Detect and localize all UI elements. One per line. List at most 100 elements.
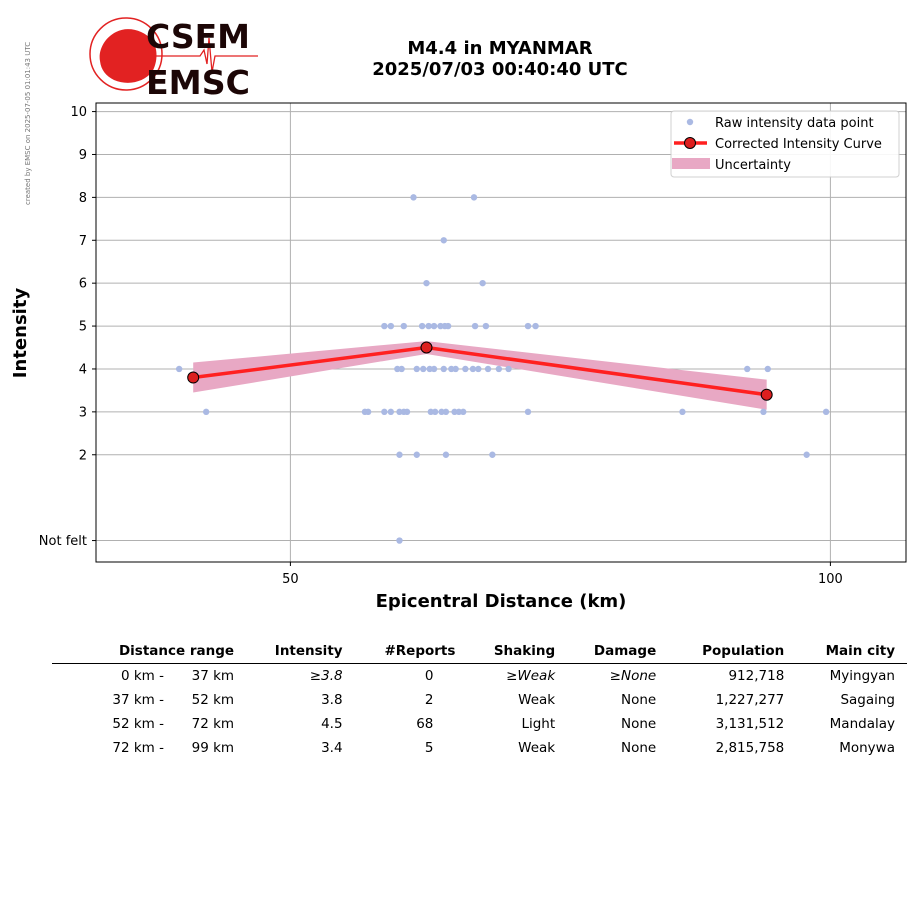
cell-damage: None xyxy=(620,692,657,708)
logo-globe-map xyxy=(99,29,157,83)
chart-title: M4.4 in MYANMAR 2025/07/03 00:40:40 UTC xyxy=(300,38,700,80)
raw-data-point xyxy=(400,322,407,330)
raw-data-point xyxy=(475,365,482,373)
raw-data-point xyxy=(803,451,810,458)
y-tick-label: 3 xyxy=(79,405,87,420)
y-tick-label: Not felt xyxy=(39,534,87,549)
cell-dist-from: 72 km - xyxy=(112,740,164,756)
raw-data-point xyxy=(442,408,450,416)
cell-shaking: Light xyxy=(521,716,556,732)
logo-text-csem: CSEM xyxy=(146,17,250,56)
raw-data-point xyxy=(202,408,210,416)
raw-data-point xyxy=(413,451,420,458)
col-intensity: Intensity xyxy=(246,640,355,664)
uncertainty-area xyxy=(193,341,767,410)
cell-dist-from: 52 km - xyxy=(112,716,164,732)
cell-shaking: ≥Weak xyxy=(506,668,556,684)
legend-raw-marker xyxy=(686,118,694,126)
cell-reports: 0 xyxy=(424,668,434,684)
cell-intensity: 3.8 xyxy=(321,692,343,708)
raw-data-point xyxy=(444,322,452,330)
raw-data-point xyxy=(482,322,490,330)
raw-data-point xyxy=(744,365,751,373)
raw-data-point xyxy=(471,322,479,330)
y-tick-label: 2 xyxy=(79,448,87,463)
raw-data-point xyxy=(484,365,492,373)
raw-data-point xyxy=(396,451,403,458)
raw-data-point xyxy=(396,537,403,544)
table-row: 0 km - 37 km ≥3.8 0 ≥Weak ≥None 912,718 … xyxy=(52,664,907,689)
raw-data-point xyxy=(479,279,486,287)
legend-curve-marker xyxy=(684,137,696,149)
cell-population: 1,227,277 xyxy=(715,692,785,708)
raw-data-point xyxy=(505,365,512,373)
y-tick-label: 6 xyxy=(79,277,87,292)
cell-damage: ≥None xyxy=(609,668,657,684)
raw-data-point xyxy=(452,365,459,373)
plot-frame xyxy=(95,102,907,563)
logo-globe-outline xyxy=(89,17,163,91)
cell-population: 912,718 xyxy=(728,668,785,684)
raw-data-point xyxy=(440,237,447,244)
raw-data-point xyxy=(387,322,395,330)
y-tick-label: 8 xyxy=(79,191,87,206)
cell-city: Myingyan xyxy=(829,668,895,684)
cell-shaking: Weak xyxy=(518,692,556,708)
legend-curve-label: Corrected Intensity Curve xyxy=(715,137,882,152)
cell-shaking: Weak xyxy=(518,740,556,756)
cell-dist-to: 37 km xyxy=(191,668,235,684)
logo-text-emsc: EMSC xyxy=(146,63,250,100)
table-row: 72 km - 99 km 3.4 5 Weak None 2,815,758 … xyxy=(52,736,907,760)
raw-data-point xyxy=(764,365,771,373)
y-tick-label: 4 xyxy=(79,362,87,377)
cell-dist-to: 72 km xyxy=(191,716,235,732)
raw-data-point xyxy=(364,408,372,416)
raw-data-point xyxy=(524,322,532,330)
cell-population: 3,131,512 xyxy=(715,716,785,732)
raw-data-point xyxy=(381,408,388,416)
legend-uncertainty-swatch xyxy=(672,158,710,169)
cell-reports: 2 xyxy=(424,692,434,708)
col-population: Population xyxy=(668,640,797,664)
raw-data-point xyxy=(440,365,447,373)
legend-box xyxy=(670,110,900,178)
legend-uncertainty-label: Uncertainty xyxy=(715,158,791,173)
table-header-row: Distance range Intensity #Reports Shakin… xyxy=(52,640,907,664)
raw-data-point xyxy=(430,365,438,373)
raw-data-point xyxy=(462,365,469,373)
raw-data-point xyxy=(423,279,430,287)
cell-damage: None xyxy=(620,716,657,732)
table-row: 37 km - 52 km 3.8 2 Weak None 1,227,277 … xyxy=(52,688,907,712)
cell-city: Monywa xyxy=(839,740,895,756)
raw-data-point xyxy=(387,408,395,416)
raw-data-point xyxy=(469,365,477,373)
y-tick-label: 7 xyxy=(79,234,87,249)
title-event: M4.4 in MYANMAR xyxy=(407,38,593,59)
raw-data-point xyxy=(760,408,767,416)
legend-raw-label: Raw intensity data point xyxy=(715,116,874,131)
cell-dist-from: 0 km - xyxy=(120,668,164,684)
raw-data-point xyxy=(460,408,467,416)
col-distance-range: Distance range xyxy=(52,640,247,664)
raw-data-point xyxy=(413,365,420,373)
cell-city: Mandalay xyxy=(829,716,895,732)
col-reports: #Reports xyxy=(354,640,468,664)
raw-data-point xyxy=(532,322,539,330)
raw-points xyxy=(175,194,830,544)
axis-ticks: Not felt 2 3 4 5 6 7 8 9 10 50 100 xyxy=(39,105,843,587)
y-axis-label: Intensity xyxy=(10,288,31,379)
cell-dist-to: 99 km xyxy=(191,740,235,756)
raw-data-point xyxy=(403,408,411,416)
raw-data-point xyxy=(442,451,450,458)
raw-data-point xyxy=(495,365,503,373)
cell-population: 2,815,758 xyxy=(715,740,785,756)
logo-seismogram xyxy=(138,37,258,73)
title-datetime: 2025/07/03 00:40:40 UTC xyxy=(372,59,628,80)
raw-data-point xyxy=(425,322,432,330)
raw-data-point xyxy=(489,451,496,458)
raw-data-point xyxy=(822,408,830,416)
uncertainty-band xyxy=(193,341,767,410)
raw-data-point xyxy=(381,322,388,330)
cell-dist-to: 52 km xyxy=(191,692,235,708)
curve-marker xyxy=(760,388,773,401)
